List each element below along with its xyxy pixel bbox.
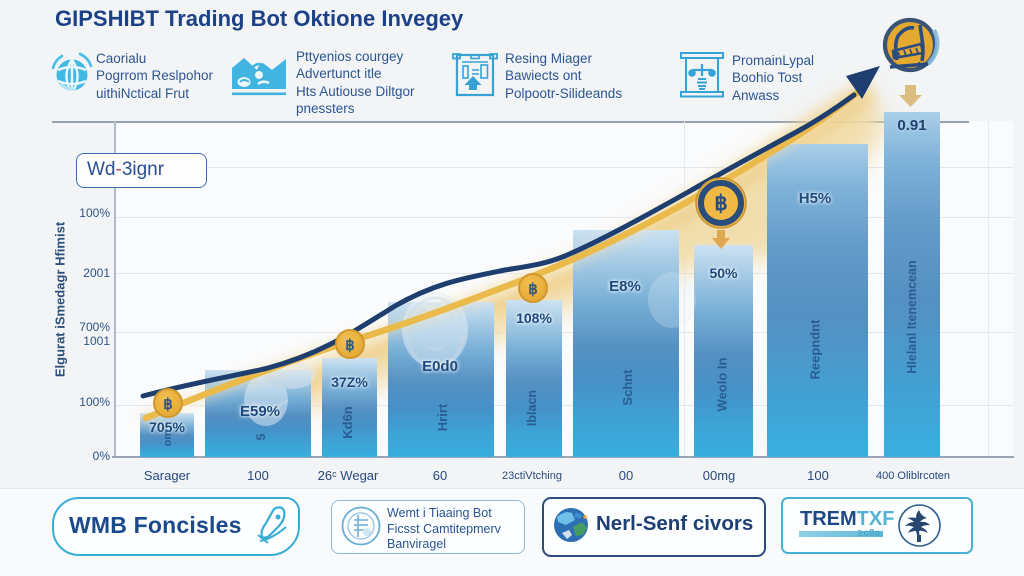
svg-text:฿: ฿ — [528, 281, 538, 298]
svg-text:฿: ฿ — [714, 192, 727, 215]
svg-text:฿: ฿ — [345, 337, 355, 354]
svg-text:฿: ฿ — [163, 396, 173, 413]
